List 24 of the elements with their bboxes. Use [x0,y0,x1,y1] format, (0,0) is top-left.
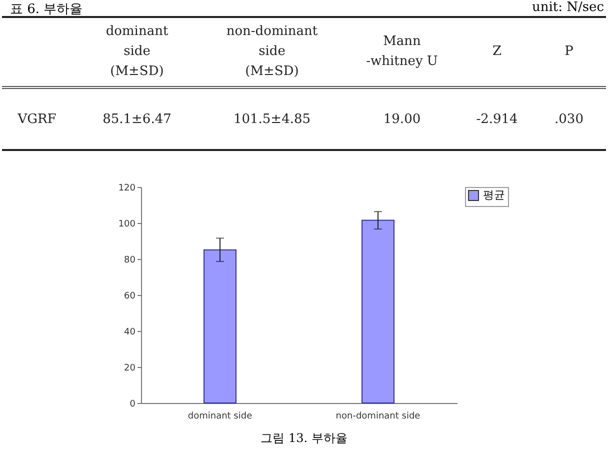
caption: 그림 13. 부하율 [260,430,348,447]
text: 85.1±6.47 [102,110,172,128]
y-tick-label: 0 [130,400,136,410]
y-tick-label: 120 [118,184,136,194]
y-tick-label: 80 [124,256,136,266]
y-tick-label: 20 [124,364,136,374]
x-tick-label: dominant side [188,412,253,422]
legend-label: 평균 [483,188,505,202]
text: Z [491,43,503,61]
text: 101.5±4.85 [232,110,312,128]
y-tick-label: 60 [124,292,136,302]
text: -2.914 [475,110,519,128]
text: dominant side (M±SD) [104,23,170,81]
text: P [564,43,574,61]
y-tick-label: 100 [118,220,136,230]
y-tick-label: 40 [124,328,136,338]
text: Mann -whitney U [365,33,439,71]
text: VGRF [16,110,58,128]
x-tick-label: non-dominant side [336,412,421,422]
text: 19.00 [382,110,422,128]
text: non-dominant side (M±SD) [225,23,319,81]
text: .030 [554,110,584,128]
text: unit: N/sec [532,0,604,15]
text: 표 6. 부하율 [10,1,83,18]
